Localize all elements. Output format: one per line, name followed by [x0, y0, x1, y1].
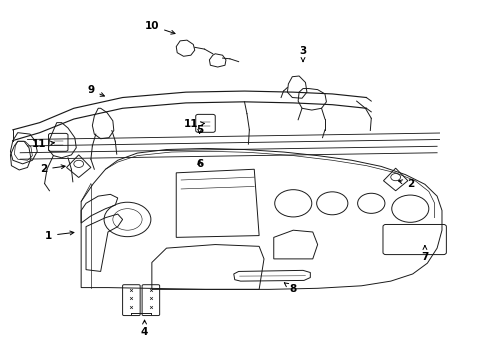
Text: 10: 10 — [144, 21, 175, 34]
Text: 7: 7 — [420, 246, 427, 262]
Text: 9: 9 — [87, 85, 104, 96]
Text: 5: 5 — [196, 125, 203, 135]
Text: 1: 1 — [45, 231, 74, 240]
Text: 2: 2 — [398, 179, 413, 189]
Text: 11: 11 — [31, 139, 54, 149]
Text: 6: 6 — [196, 159, 203, 169]
Text: 3: 3 — [299, 46, 306, 62]
Text: 8: 8 — [284, 283, 296, 294]
Text: 4: 4 — [141, 320, 148, 337]
Text: 11: 11 — [183, 120, 204, 129]
Text: 2: 2 — [40, 164, 65, 174]
